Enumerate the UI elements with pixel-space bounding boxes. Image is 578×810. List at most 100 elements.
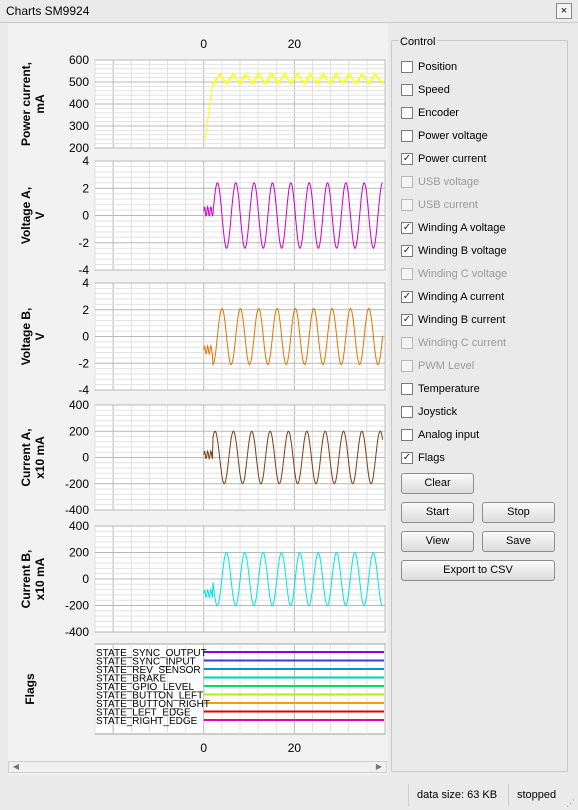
save-button[interactable]: Save: [482, 531, 555, 552]
resize-grip-icon[interactable]: ⋰: [566, 798, 575, 808]
y-tick-label: 500: [69, 75, 89, 89]
start-button[interactable]: Start: [401, 502, 474, 523]
y-axis-title-line2: mA: [33, 94, 47, 114]
status-data-size: data size: 63 KB: [417, 789, 498, 801]
horizontal-scrollbar[interactable]: ◀ ▶: [8, 761, 387, 773]
status-separator: [408, 784, 409, 806]
y-tick-label: 0: [82, 572, 89, 586]
checkbox-label: Flags: [418, 452, 445, 464]
flag-label: STATE_SYNC_INPUT: [96, 657, 196, 668]
checkbox-label: Winding B current: [418, 314, 506, 326]
checkbox-box: [401, 360, 413, 372]
y-tick-label: -200: [65, 599, 89, 613]
status-separator: [508, 784, 509, 806]
series-line: [203, 182, 383, 249]
checkbox-box[interactable]: ✓: [401, 452, 413, 464]
view-button[interactable]: View: [401, 531, 474, 552]
y-tick-label: -2: [78, 236, 89, 250]
checkbox-label: Winding A current: [418, 291, 505, 303]
y-axis-title: Current A, x10 mA: [19, 428, 47, 486]
y-tick-label: -200: [65, 477, 89, 491]
checkbox-box: [401, 199, 413, 211]
y-axis-title: Power current, mA: [19, 62, 47, 146]
y-axis-title-line2: x10 mA: [33, 557, 47, 600]
y-tick-label: 0: [82, 451, 89, 465]
series-line: [203, 551, 383, 607]
stop-button[interactable]: Stop: [482, 502, 555, 523]
y-tick-label: 4: [82, 276, 89, 290]
y-tick-label: -400: [65, 503, 89, 517]
x-tick-label-bottom: 20: [288, 741, 302, 755]
y-axis-title-line2: x10 mA: [33, 436, 47, 479]
flag-label: STATE_REV_SENSOR: [96, 665, 201, 676]
flag-label: STATE_RIGHT_EDGE: [96, 716, 198, 727]
series-line: [203, 70, 384, 140]
y-tick-label: 2: [82, 181, 89, 195]
y-tick-label: 400: [69, 398, 89, 412]
checkbox-label: Power current: [418, 153, 487, 165]
x-tick-label-top: 0: [200, 37, 207, 51]
checkbox-box[interactable]: ✓: [401, 245, 413, 257]
checkbox-box[interactable]: [401, 383, 413, 395]
scroll-right-icon[interactable]: ▶: [375, 762, 383, 771]
control-group: Control Position Speed Encoder Power voltag…: [391, 36, 568, 772]
checkbox-box[interactable]: ✓: [401, 314, 413, 326]
y-axis-title-line1: Power current,: [19, 62, 33, 146]
window-title: Charts SM9924: [6, 4, 90, 18]
checkbox-box[interactable]: ✓: [401, 222, 413, 234]
checkbox-box[interactable]: [401, 107, 413, 119]
checkbox-box[interactable]: [401, 84, 413, 96]
x-tick-label-bottom: 0: [200, 741, 207, 755]
checkbox-label: Analog input: [418, 429, 480, 441]
checkbox-box[interactable]: [401, 406, 413, 418]
checkbox-label: Winding A voltage: [418, 222, 506, 234]
checkbox-box: [401, 268, 413, 280]
y-tick-label: -2: [78, 356, 89, 370]
y-axis-title: Voltage B, V: [19, 308, 47, 366]
y-tick-label: 300: [69, 119, 89, 133]
control-group-title: Control: [398, 36, 438, 48]
checkbox-label: Winding C voltage: [418, 268, 508, 280]
flag-label: STATE_BUTTON_RIGHT: [96, 699, 210, 710]
checkbox-box: [401, 176, 413, 188]
y-tick-label: 200: [69, 141, 89, 155]
flag-label: STATE_BRAKE: [96, 674, 167, 685]
flags-axis-title-text: Flags: [23, 673, 37, 705]
series-line: [203, 307, 384, 367]
y-axis-title-line1: Current A,: [19, 428, 33, 486]
y-axis-title: Voltage A, V: [19, 187, 47, 244]
checkbox-label: Winding C current: [418, 337, 507, 349]
y-tick-label: 2: [82, 303, 89, 317]
flag-label: STATE_LEFT_EDGE: [96, 708, 191, 719]
y-tick-label: 200: [69, 424, 89, 438]
y-tick-label: 600: [69, 53, 89, 67]
flag-label: STATE_BUTTON_LEFT: [96, 691, 203, 702]
y-tick-label: 400: [69, 519, 89, 533]
y-tick-label: -4: [78, 263, 89, 277]
y-axis-title-line2: V: [33, 332, 47, 340]
checkbox-box[interactable]: [401, 130, 413, 142]
y-axis-title: Current B, x10 mA: [19, 550, 47, 609]
export-csv-button[interactable]: Export to CSV: [401, 560, 555, 581]
y-tick-label: 0: [82, 330, 89, 344]
x-tick-label-top: 20: [288, 37, 302, 51]
checkbox-box[interactable]: ✓: [401, 291, 413, 303]
checkbox-box: [401, 337, 413, 349]
checkbox-label: Position: [418, 61, 458, 73]
checkbox-label: Encoder: [418, 107, 459, 119]
y-tick-label: -4: [78, 383, 89, 397]
y-tick-label: 200: [69, 546, 89, 560]
y-axis-title-line2: V: [33, 211, 47, 219]
y-tick-label: 0: [82, 209, 89, 223]
checkbox-label: Power voltage: [418, 130, 488, 142]
scroll-left-icon[interactable]: ◀: [12, 762, 20, 771]
close-icon[interactable]: ×: [556, 3, 572, 19]
checkbox-label: Speed: [418, 84, 450, 96]
checkbox-box[interactable]: [401, 429, 413, 441]
checkbox-box[interactable]: ✓: [401, 153, 413, 165]
checkbox-box[interactable]: [401, 61, 413, 73]
flag-label: STATE_GPIO_LEVEL: [96, 682, 194, 693]
clear-button[interactable]: Clear: [401, 473, 474, 494]
title-bar: Charts SM9924 ×: [0, 0, 578, 23]
y-axis-title-line1: Voltage A,: [19, 187, 33, 244]
